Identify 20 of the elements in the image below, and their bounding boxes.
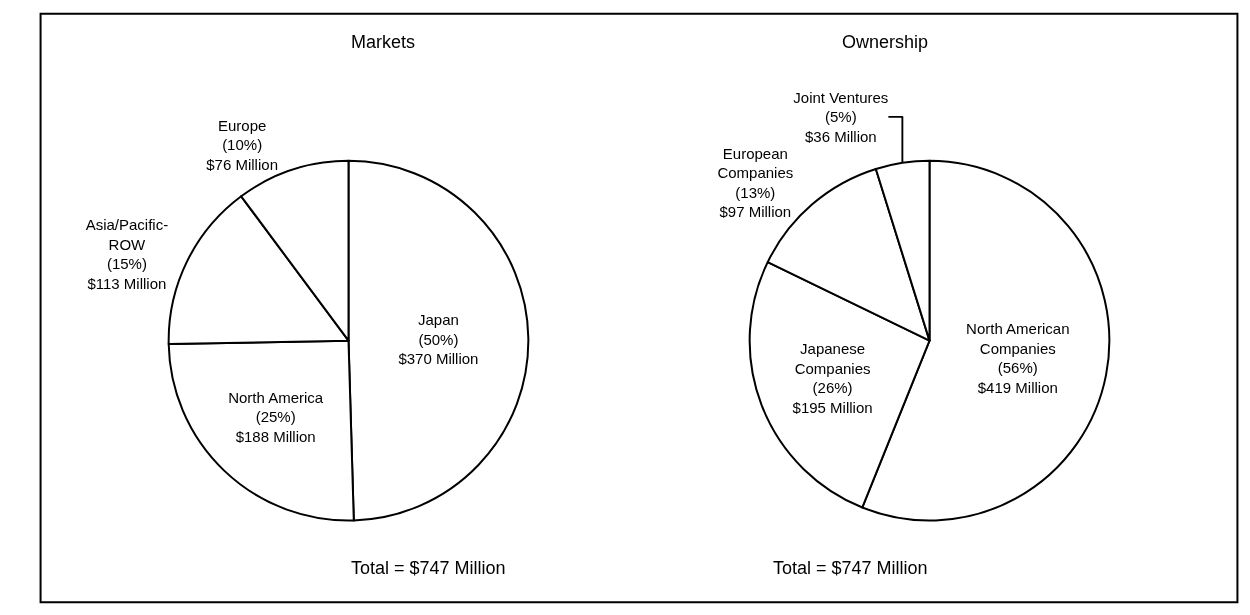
data-label: (15%) $113 Million	[87, 255, 167, 292]
slice-label: Joint Ventures	[793, 88, 889, 106]
text: Total = $747 Million	[773, 558, 928, 578]
slice-label: Japanese Companies	[794, 340, 871, 377]
data-label: (50%) $370 Million	[398, 330, 479, 368]
slice-label: European Companies	[717, 144, 794, 182]
data-label: (13%) $97 Million	[719, 183, 792, 221]
data-label: (5%) $36 Million	[804, 108, 877, 145]
data-label: (10%) $76 Million	[206, 136, 278, 173]
slice-label: Asia/Pacific- ROW	[85, 216, 169, 253]
data-label: (26%) $195 Million	[792, 379, 873, 416]
chart-title: Ownership	[842, 32, 929, 52]
slice-label: North America	[228, 388, 324, 406]
slice-label: Europe	[217, 116, 267, 134]
slice-label: North American Companies	[966, 320, 1070, 357]
data-label: (56%) $419 Million	[977, 359, 1058, 396]
text: Total = $747 Million	[351, 558, 506, 578]
chart-title: Markets	[351, 32, 416, 52]
data-label: (25%) $188 Million	[235, 408, 316, 445]
slice-label: Japan	[417, 311, 459, 329]
